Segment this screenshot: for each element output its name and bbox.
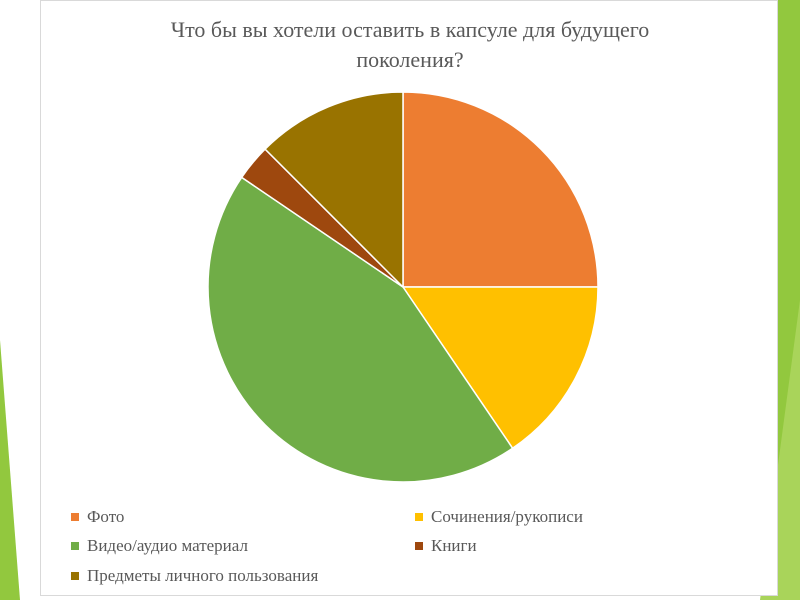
pie-slice-4 — [264, 91, 404, 289]
legend-item-predmety: Предметы личного пользования — [71, 565, 318, 587]
legend-label-video: Видео/аудио материал — [87, 536, 248, 555]
pie-slice-0 — [402, 91, 599, 288]
legend-item-video: Видео/аудио материал — [71, 535, 248, 557]
legend-item-foto: Фото — [71, 506, 124, 528]
legend-label-knigi: Книги — [431, 536, 477, 555]
chart-frame: Что бы вы хотели оставить в капсуле для … — [40, 0, 778, 596]
legend-label-predmety: Предметы личного пользования — [87, 566, 319, 585]
left-accent-shape — [0, 340, 20, 600]
pie-slice-2 — [207, 176, 514, 483]
legend-swatch-predmety — [71, 572, 79, 580]
legend-swatch-video — [71, 542, 79, 550]
legend-item-knigi: Книги — [415, 535, 477, 557]
chart-title: Что бы вы хотели оставить в капсуле для … — [41, 15, 779, 75]
legend-label-foto: Фото — [87, 507, 125, 526]
legend-item-sochineniya: Сочинения/рукописи — [415, 506, 583, 528]
pie-chart — [207, 91, 599, 483]
legend-swatch-knigi — [415, 542, 423, 550]
legend-swatch-foto — [71, 513, 79, 521]
chart-title-line-1: Что бы вы хотели оставить в капсуле для … — [170, 17, 650, 42]
legend-swatch-sochineniya — [415, 513, 423, 521]
chart-title-line-2: поколения? — [356, 47, 464, 72]
pie-slice-1 — [401, 286, 599, 450]
legend-label-sochineniya: Сочинения/рукописи — [431, 507, 583, 526]
